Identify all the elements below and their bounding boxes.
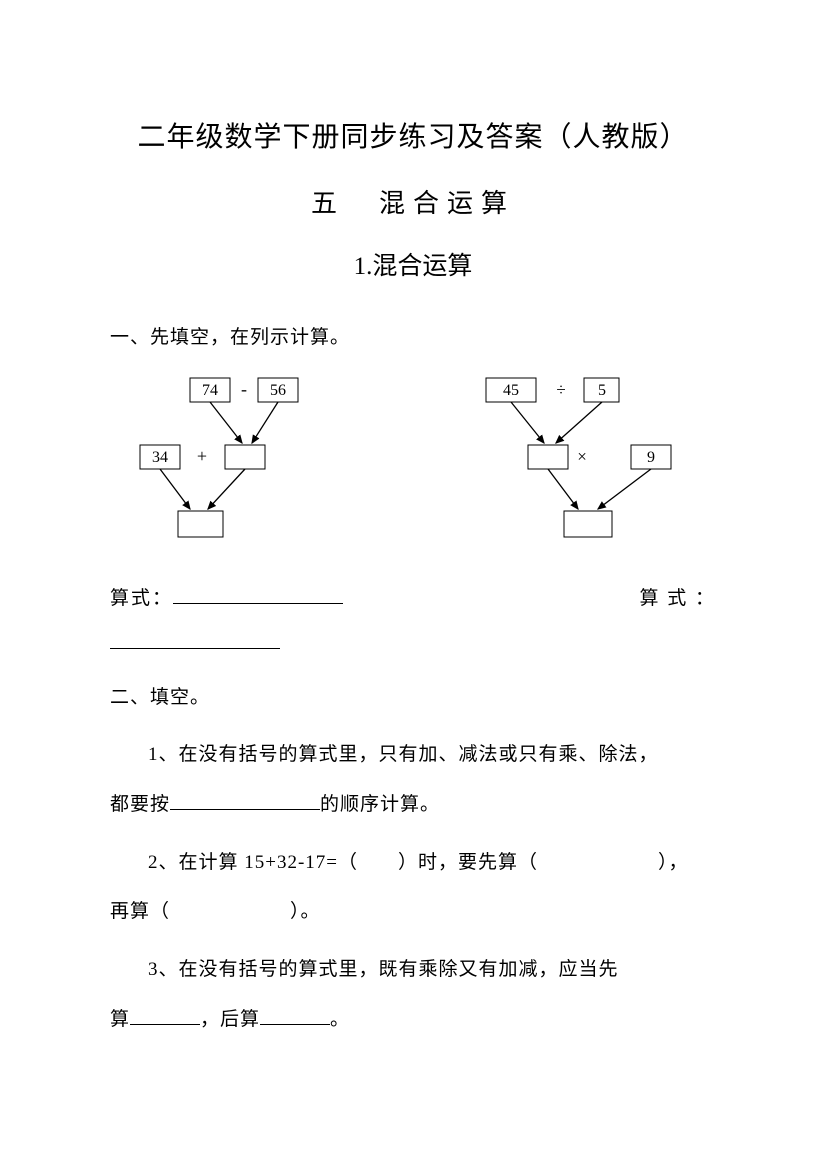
- d1-top-op: -: [241, 379, 247, 399]
- shi-label-1: 算式：: [110, 588, 173, 609]
- q3-text-a: 3、在没有括号的算式里，既有乘除又有加减，应当先: [148, 959, 619, 980]
- d1-mid-op: +: [197, 446, 207, 466]
- question-3b: 算 ，后算 。: [110, 998, 716, 1042]
- page-title-lesson: 1.混合运算: [110, 246, 716, 282]
- worksheet-page: 二年级数学下册同步练习及答案（人教版） 五 混合运算 1.混合运算 一、先填空，…: [0, 0, 826, 1136]
- d1-mid-left: 34: [152, 449, 168, 466]
- d1-top-left: 74: [202, 382, 218, 399]
- d2-mid-op: ×: [577, 447, 587, 466]
- q3-text-d: 。: [330, 1009, 350, 1030]
- d2-top-op: ÷: [556, 380, 565, 399]
- blank-line-1[interactable]: [173, 586, 343, 604]
- expression-label-right: 算 式 ：: [639, 583, 716, 610]
- d1-mid-blank: [225, 445, 265, 469]
- d2-top-left: 45: [503, 382, 519, 399]
- q1-text-c: 的顺序计算。: [320, 794, 440, 815]
- expression-label-left: 算式：: [110, 583, 343, 610]
- d2-mid-right: 9: [647, 449, 655, 466]
- q1-text-b: 都要按: [110, 794, 170, 815]
- d2-bottom-blank: [564, 511, 612, 537]
- q3-blank-1[interactable]: [130, 1007, 200, 1025]
- d2-mid-blank: [528, 445, 568, 469]
- q3-text-c: ，后算: [200, 1009, 260, 1030]
- section-2-label: 二、填空。: [110, 682, 716, 709]
- expression-blank-2-wrap: [110, 634, 716, 654]
- section-1-label: 一、先填空，在列示计算。: [110, 322, 716, 349]
- diagram-2: 45 ÷ 5 × 9: [456, 373, 696, 553]
- diagram-1: 74 - 56 34 +: [130, 373, 360, 553]
- blank-line-2[interactable]: [110, 634, 280, 649]
- q2-text-a: 2、在计算 15+32-17=（ ）时，要先算（ ），: [148, 852, 689, 873]
- question-1b: 都要按 的顺序计算。: [110, 783, 716, 827]
- question-2b: 再算（ ）。: [110, 890, 716, 934]
- q3-text-b: 算: [110, 1009, 130, 1030]
- page-title-unit: 五 混合运算: [110, 183, 716, 220]
- page-title-main: 二年级数学下册同步练习及答案（人教版）: [110, 115, 716, 155]
- d1-top-right: 56: [270, 382, 286, 399]
- d1-bottom-blank: [178, 511, 223, 537]
- q1-text-a: 1、在没有括号的算式里，只有加、减法或只有乘、除法，: [148, 744, 659, 765]
- q1-blank[interactable]: [170, 792, 320, 810]
- question-2: 2、在计算 15+32-17=（ ）时，要先算（ ），: [110, 841, 716, 885]
- q3-blank-2[interactable]: [260, 1007, 330, 1025]
- diagrams-row: 74 - 56 34 +: [130, 373, 696, 553]
- question-3: 3、在没有括号的算式里，既有乘除又有加减，应当先: [110, 948, 716, 992]
- questions-block: 1、在没有括号的算式里，只有加、减法或只有乘、除法， 都要按 的顺序计算。 2、在…: [110, 733, 716, 1041]
- q2-text-b: 再算（ ）。: [110, 901, 321, 922]
- question-1: 1、在没有括号的算式里，只有加、减法或只有乘、除法，: [110, 733, 716, 777]
- expression-row: 算式： 算 式 ：: [110, 583, 716, 610]
- d2-top-right: 5: [598, 382, 606, 399]
